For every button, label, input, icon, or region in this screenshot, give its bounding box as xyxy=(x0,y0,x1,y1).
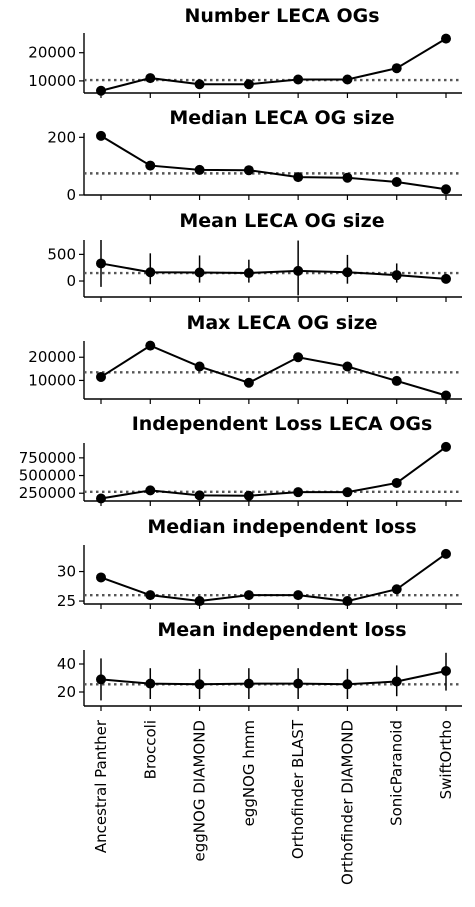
data-point xyxy=(145,267,156,278)
x-tick-label: eggNOG DIAMOND xyxy=(191,720,209,861)
data-point xyxy=(391,375,402,386)
data-point xyxy=(243,490,254,501)
panel-title: Max LECA OG size xyxy=(186,312,377,334)
data-point xyxy=(96,258,106,269)
y-tick-label: 750000 xyxy=(19,449,76,467)
y-tick-label: 40 xyxy=(57,655,76,673)
data-point xyxy=(243,678,254,689)
data-point xyxy=(194,361,205,372)
x-tick-label: SwiftOrtho xyxy=(437,720,455,799)
panel-title: Number LECA OGs xyxy=(184,5,379,27)
data-point xyxy=(194,79,205,90)
data-point xyxy=(96,85,106,96)
data-point xyxy=(441,666,451,676)
data-point xyxy=(342,679,353,690)
data-point xyxy=(391,676,402,687)
data-point xyxy=(391,477,402,488)
panel-title: Independent Loss LECA OGs xyxy=(132,413,433,435)
data-point xyxy=(342,487,353,498)
data-point xyxy=(145,340,156,351)
y-tick-label: 30 xyxy=(57,563,76,581)
data-point xyxy=(194,679,205,690)
data-point xyxy=(293,590,304,601)
x-tick-label: Broccoli xyxy=(141,720,159,779)
y-tick-label: 10000 xyxy=(28,72,76,90)
data-point xyxy=(342,172,353,183)
data-point xyxy=(194,267,205,278)
data-point xyxy=(96,371,106,382)
series-line xyxy=(100,37,447,92)
x-tick-label: Orthofinder DIAMOND xyxy=(338,720,356,885)
data-point xyxy=(342,74,353,85)
panel-title: Mean LECA OG size xyxy=(179,210,384,232)
data-point xyxy=(243,590,254,601)
data-point xyxy=(96,674,106,685)
data-point xyxy=(441,273,451,284)
data-point xyxy=(342,267,353,278)
series-line xyxy=(100,553,447,603)
data-point xyxy=(391,584,402,595)
data-point xyxy=(441,441,451,452)
data-point xyxy=(441,548,451,559)
x-tick-label: Orthofinder BLAST xyxy=(289,719,307,859)
data-point xyxy=(391,270,402,281)
data-point xyxy=(342,596,353,607)
data-point xyxy=(194,596,205,607)
y-tick-label: 0 xyxy=(66,272,76,290)
data-point xyxy=(441,390,451,401)
y-tick-label: 250000 xyxy=(19,484,76,502)
panel-title: Mean independent loss xyxy=(157,619,406,641)
y-tick-label: 500000 xyxy=(19,467,76,485)
series-line xyxy=(100,344,447,397)
data-point xyxy=(145,485,156,496)
y-tick-label: 200 xyxy=(47,128,76,146)
data-point xyxy=(145,73,156,84)
y-tick-label: 25 xyxy=(57,592,76,610)
data-point xyxy=(293,265,304,276)
panel-title: Median LECA OG size xyxy=(169,107,394,129)
series-line xyxy=(100,446,447,500)
data-point xyxy=(293,74,304,85)
y-tick-label: 10000 xyxy=(28,371,76,389)
data-point xyxy=(243,165,254,176)
data-point xyxy=(441,184,451,195)
y-tick-label: 20 xyxy=(57,683,76,701)
data-point xyxy=(441,33,451,44)
data-point xyxy=(243,377,254,388)
data-point xyxy=(243,79,254,90)
x-tick-label: eggNOG hmm xyxy=(240,720,258,826)
data-point xyxy=(243,268,254,279)
y-tick-label: 20000 xyxy=(28,44,76,62)
y-tick-label: 500 xyxy=(47,245,76,263)
y-tick-label: 20000 xyxy=(28,348,76,366)
y-tick-label: 0 xyxy=(66,186,76,204)
x-tick-label: SonicParanoid xyxy=(388,720,406,826)
data-point xyxy=(391,177,402,188)
data-point xyxy=(342,361,353,372)
data-point xyxy=(145,678,156,689)
data-point xyxy=(96,493,106,504)
data-point xyxy=(391,63,402,74)
data-point xyxy=(194,490,205,501)
data-point xyxy=(96,572,106,583)
series-line xyxy=(100,135,447,191)
data-point xyxy=(293,172,304,183)
data-point xyxy=(145,590,156,601)
series-line xyxy=(100,262,447,280)
x-tick-label: Ancestral Panther xyxy=(92,719,110,853)
data-point xyxy=(194,164,205,175)
data-point xyxy=(293,678,304,689)
series-line xyxy=(100,670,447,686)
data-point xyxy=(293,352,304,363)
panel-title: Median independent loss xyxy=(147,516,416,538)
data-point xyxy=(145,160,156,171)
data-point xyxy=(96,130,106,141)
data-point xyxy=(293,487,304,498)
